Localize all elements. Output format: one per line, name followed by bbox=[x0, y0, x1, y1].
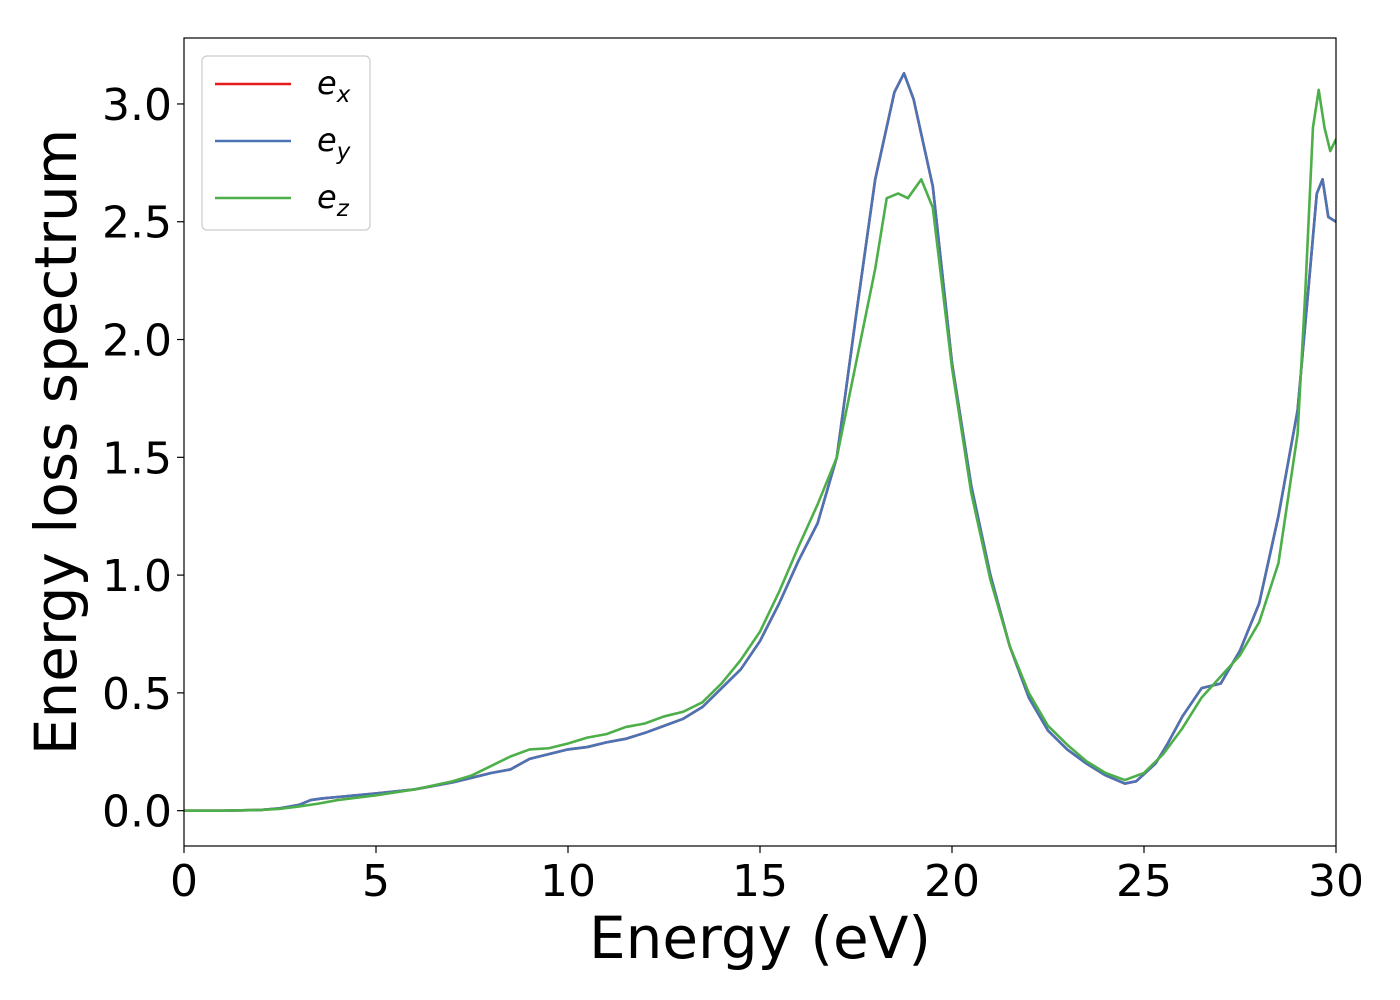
y-tick-label: 1.5 bbox=[102, 433, 172, 484]
legend-label-ey: ey bbox=[317, 121, 351, 165]
y-axis: 0.0 0.5 1.0 1.5 2.0 2.5 3.0 bbox=[102, 80, 184, 838]
x-axis-title: Energy (eV) bbox=[589, 904, 931, 972]
x-tick-label: 30 bbox=[1308, 856, 1364, 907]
legend-box bbox=[201, 55, 371, 231]
x-axis: 0 5 10 15 20 25 30 bbox=[170, 846, 1364, 907]
series-group bbox=[184, 72, 1336, 812]
legend-label-ez: ez bbox=[317, 178, 350, 222]
y-tick-label: 0.0 bbox=[102, 787, 172, 838]
x-tick-label: 5 bbox=[362, 856, 390, 907]
series-line-ez bbox=[184, 88, 1336, 812]
y-tick-label: 2.5 bbox=[102, 198, 172, 249]
x-tick-label: 20 bbox=[924, 856, 980, 907]
y-tick-label: 2.0 bbox=[102, 316, 172, 367]
x-tick-label: 10 bbox=[540, 856, 596, 907]
legend: ex ey ez bbox=[201, 55, 371, 231]
legend-label-ex: ex bbox=[317, 64, 351, 108]
y-axis-title: Energy loss spectrum bbox=[22, 129, 90, 755]
x-tick-label: 0 bbox=[170, 856, 198, 907]
series-line-ey bbox=[184, 72, 1336, 812]
y-tick-label: 1.0 bbox=[102, 551, 172, 602]
y-tick-label: 3.0 bbox=[102, 80, 172, 131]
x-tick-label: 25 bbox=[1116, 856, 1172, 907]
x-tick-label: 15 bbox=[732, 856, 788, 907]
y-tick-label: 0.5 bbox=[102, 669, 172, 720]
